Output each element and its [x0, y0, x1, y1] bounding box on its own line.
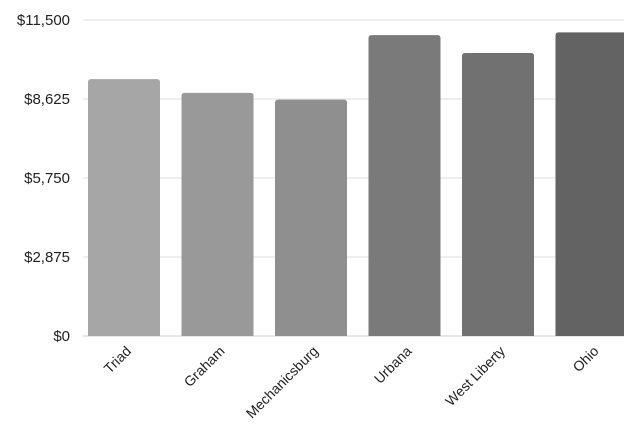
x-category-label: Graham: [181, 343, 228, 390]
bars: [88, 32, 624, 337]
y-tick-label: $0: [53, 328, 70, 345]
gridlines: [83, 19, 624, 337]
y-tick-label: $11,500: [17, 12, 70, 29]
y-axis-tick-labels: $0 $2,875 $5,750 $8,625 $11,500: [17, 12, 70, 345]
x-category-label: Mechanicsburg: [243, 343, 321, 421]
y-tick-label: $2,875: [24, 249, 70, 266]
x-category-label: Triad: [101, 343, 135, 377]
bar: [462, 52, 534, 337]
bar: [181, 92, 254, 337]
x-category-label: West Liberty: [442, 343, 508, 409]
y-tick-label: $8,625: [24, 91, 70, 108]
x-axis-category-labels: Triad Graham Mechanicsburg Urbana West Liber…: [101, 343, 602, 422]
x-category-label: Urbana: [371, 343, 415, 387]
x-category-label: Ohio: [569, 343, 601, 375]
bar: [88, 79, 160, 337]
bar: [368, 35, 441, 337]
bar: [275, 99, 347, 337]
y-tick-label: $5,750: [24, 170, 70, 187]
bar: [555, 32, 624, 336]
